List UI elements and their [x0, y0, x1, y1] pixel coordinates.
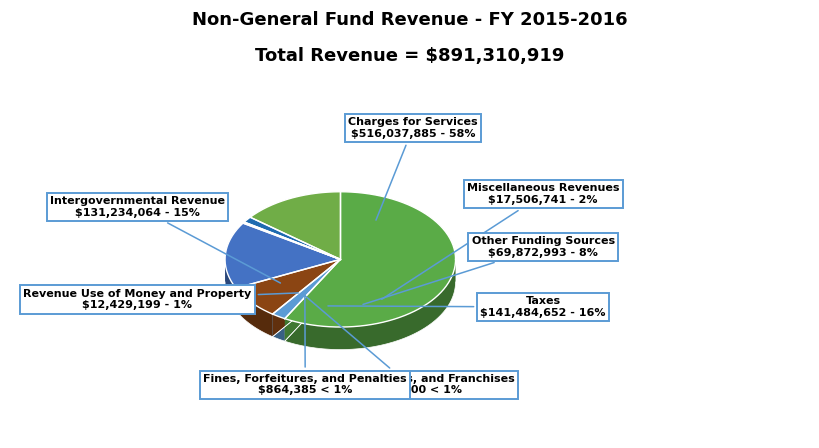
Polygon shape — [272, 259, 340, 336]
Polygon shape — [236, 259, 340, 314]
Text: Non-General Fund Revenue - FY 2015-2016: Non-General Fund Revenue - FY 2015-2016 — [192, 11, 627, 29]
Polygon shape — [284, 259, 455, 349]
Polygon shape — [236, 259, 340, 311]
Polygon shape — [250, 192, 340, 259]
Polygon shape — [224, 259, 236, 311]
Polygon shape — [284, 192, 455, 327]
Polygon shape — [243, 222, 340, 259]
Polygon shape — [272, 314, 284, 341]
Polygon shape — [236, 288, 272, 336]
Text: Other Funding Sources
$69,872,993 - 8%: Other Funding Sources $69,872,993 - 8% — [363, 236, 614, 304]
Polygon shape — [244, 217, 340, 259]
Text: Revenue Use of Money and Property
$12,429,199 - 1%: Revenue Use of Money and Property $12,42… — [23, 289, 298, 310]
Polygon shape — [284, 259, 340, 341]
Text: Total Revenue = $891,310,919: Total Revenue = $891,310,919 — [255, 47, 564, 65]
Text: Fines, Forfeitures, and Penalties
$864,385 < 1%: Fines, Forfeitures, and Penalties $864,3… — [203, 293, 406, 396]
Text: Licenses, Permits, and Franchises
$1,881,000 < 1%: Licenses, Permits, and Franchises $1,881… — [303, 295, 514, 396]
Polygon shape — [284, 259, 340, 341]
Text: Taxes
$141,484,652 - 16%: Taxes $141,484,652 - 16% — [328, 296, 605, 318]
Text: Miscellaneous Revenues
$17,506,741 - 2%: Miscellaneous Revenues $17,506,741 - 2% — [382, 183, 618, 299]
Polygon shape — [242, 222, 340, 259]
Text: Charges for Services
$516,037,885 - 58%: Charges for Services $516,037,885 - 58% — [348, 117, 477, 220]
Polygon shape — [272, 259, 340, 336]
Polygon shape — [272, 259, 340, 319]
Polygon shape — [236, 259, 340, 311]
Polygon shape — [224, 223, 340, 288]
Text: Intergovernmental Revenue
$131,234,064 - 15%: Intergovernmental Revenue $131,234,064 -… — [50, 196, 280, 283]
